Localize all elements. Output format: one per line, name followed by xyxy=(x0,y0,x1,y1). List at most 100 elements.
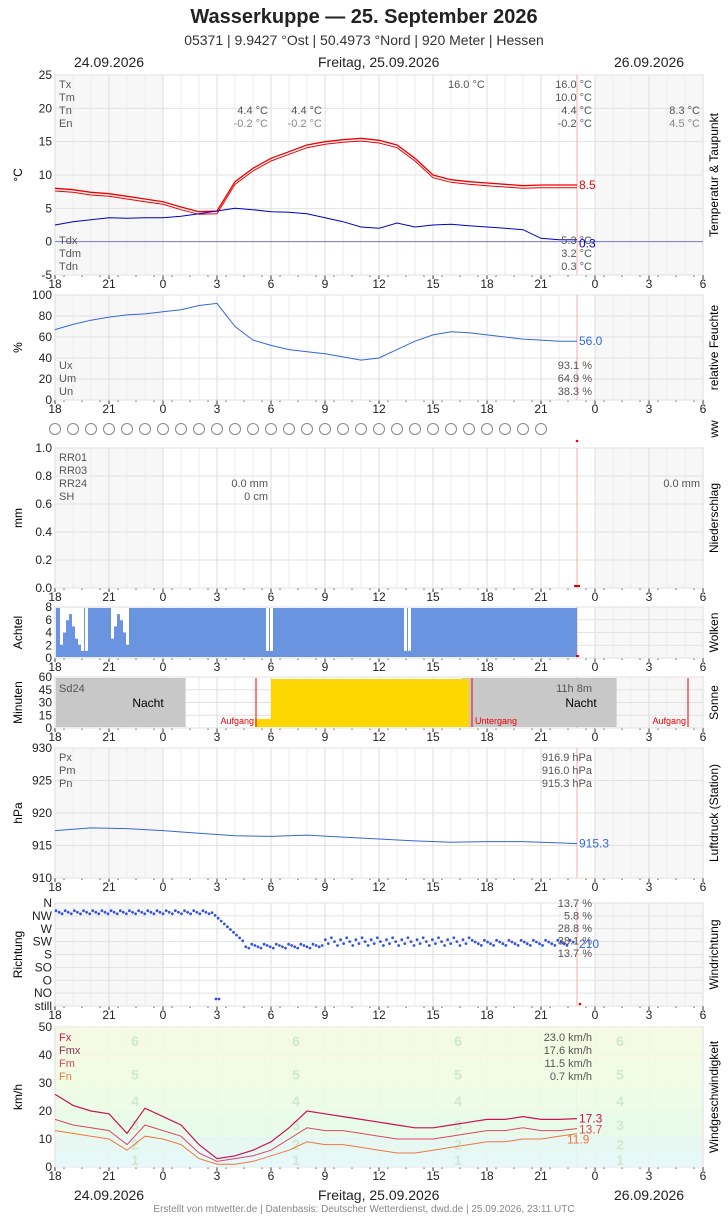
press-side-label: Luftdruck (Station) xyxy=(707,764,721,862)
wdir-point xyxy=(571,940,575,944)
wind-beaufort-label: 6 xyxy=(131,1033,139,1049)
cloud-xtick-label: 12 xyxy=(372,660,386,674)
wdir-point xyxy=(115,912,119,916)
cloud-ytick-label: 6 xyxy=(45,613,52,627)
wdir-ytick-label: S xyxy=(44,948,52,962)
wdir-point xyxy=(348,940,352,943)
sun-xtick-label: 21 xyxy=(534,730,548,744)
wdir-point xyxy=(507,938,511,942)
sun-ytick-label: 60 xyxy=(39,670,53,684)
wdir-point xyxy=(216,916,220,920)
wdir-point xyxy=(562,942,566,946)
cloud-ytick-label: 4 xyxy=(45,626,52,640)
wdir-xtick-label: 3 xyxy=(646,1008,653,1022)
wind-fn-line xyxy=(54,1130,578,1165)
wdir-point xyxy=(458,944,462,947)
wdir-xtick-label: 6 xyxy=(268,1008,275,1022)
press-xtick-label: 18 xyxy=(480,880,494,894)
temp-xtick-label: 3 xyxy=(214,277,221,291)
cloud-gap xyxy=(81,608,84,651)
wdir-stat-value: 13.7 % xyxy=(558,898,592,910)
wdir-point xyxy=(556,938,560,942)
humid-stat-name: Um xyxy=(59,373,76,385)
temp-xtick-label: 3 xyxy=(646,277,653,291)
wind-beaufort-label: 3 xyxy=(131,1117,139,1133)
ww-symbol xyxy=(427,423,439,435)
wdir-point xyxy=(54,909,58,913)
temp-stat-value: 4.4 °C xyxy=(561,105,592,117)
wdir-point xyxy=(284,946,287,950)
wind-xtick-label: 6 xyxy=(268,1169,275,1183)
wind-xtick-label: 12 xyxy=(372,1169,386,1183)
sunrise-next-label: Aufgang xyxy=(652,716,686,726)
dew-last-label: 0.3 xyxy=(579,237,596,251)
precip-ylabel: mm xyxy=(11,508,25,528)
temp-stat-name: Tn xyxy=(59,105,72,117)
cloud-xtick-label: 21 xyxy=(534,660,548,674)
wind-ytick-label: 30 xyxy=(39,1076,53,1090)
wdir-point xyxy=(63,909,67,913)
wdir-still-point xyxy=(214,997,218,1001)
wind-xtick-label: 6 xyxy=(700,1169,707,1183)
ww-symbol xyxy=(103,423,115,435)
wdir-point xyxy=(204,910,208,914)
ww-symbol xyxy=(211,423,223,435)
wdir-point xyxy=(281,945,284,949)
wdir-point xyxy=(161,912,165,916)
wdir-point xyxy=(434,942,437,945)
sun-xtick-label: 6 xyxy=(268,730,275,744)
precip-ytick-label: 0.6 xyxy=(35,497,52,511)
ww-symbol xyxy=(157,423,169,435)
cloud-ytick-label: 2 xyxy=(45,638,52,652)
cloud-gap xyxy=(66,608,69,621)
precip-ytick-label: 1.0 xyxy=(35,441,52,455)
wdir-point xyxy=(400,938,404,942)
cloud-gap xyxy=(72,608,75,627)
cloud-gap xyxy=(120,608,123,621)
wind-beaufort-label: 6 xyxy=(616,1033,624,1049)
wdir-ytick-label: W xyxy=(41,922,53,936)
wdir-xtick-label: 3 xyxy=(214,1008,221,1022)
press-ytick-label: 930 xyxy=(32,741,52,755)
ww-symbol xyxy=(67,423,79,435)
temp-stat-name: Tm xyxy=(59,92,75,104)
wdir-point xyxy=(296,946,300,950)
wdir-point xyxy=(366,944,370,947)
wdir-point xyxy=(345,936,349,940)
precip-xtick-label: 15 xyxy=(426,590,440,604)
precip-xtick-label: 0 xyxy=(160,590,167,604)
temp-last-label: 8.5 xyxy=(579,178,596,192)
wdir-point xyxy=(131,910,134,914)
sun-night-label-2: Nacht xyxy=(565,696,597,710)
wdir-point xyxy=(103,910,107,914)
wdir-point xyxy=(57,910,61,914)
wdir-point xyxy=(88,912,92,916)
temp-xtick-label: 0 xyxy=(592,277,599,291)
wdir-point xyxy=(403,942,407,945)
wdir-point xyxy=(568,938,572,942)
wdir-point xyxy=(464,942,468,945)
wdir-point xyxy=(299,942,303,946)
wdir-point xyxy=(127,909,131,913)
sun-night-area-2 xyxy=(461,678,617,727)
precip-ytick-label: 0.4 xyxy=(35,525,52,539)
precip-xtick-label: 0 xyxy=(592,590,599,604)
wdir-point xyxy=(357,942,361,945)
wdir-point xyxy=(437,936,440,940)
wind-stat-name: Fx xyxy=(59,1032,72,1044)
humid-ylabel: % xyxy=(11,342,25,353)
wdir-point xyxy=(492,944,495,947)
cloud-gap xyxy=(111,608,114,639)
humid-xtick-label: 3 xyxy=(214,402,221,416)
wdir-point xyxy=(164,909,168,913)
wdir-point xyxy=(388,942,391,945)
humid-xtick-label: 3 xyxy=(646,402,653,416)
wdir-point xyxy=(522,940,526,944)
humid-side-label: relative Feuchte xyxy=(707,304,721,390)
temp-xtick-label: 15 xyxy=(426,277,440,291)
wind-fm-last-label: 13.7 xyxy=(579,1123,603,1137)
temp-ytick-label: 5 xyxy=(45,201,52,215)
ww-symbol xyxy=(391,423,403,435)
wind-xtick-label: 9 xyxy=(322,1169,329,1183)
panel-wdir: 18 21 0 3 6 9 12 15 18 21 0 3 6NNWWSWSSOONOstillRich… xyxy=(11,896,721,1022)
